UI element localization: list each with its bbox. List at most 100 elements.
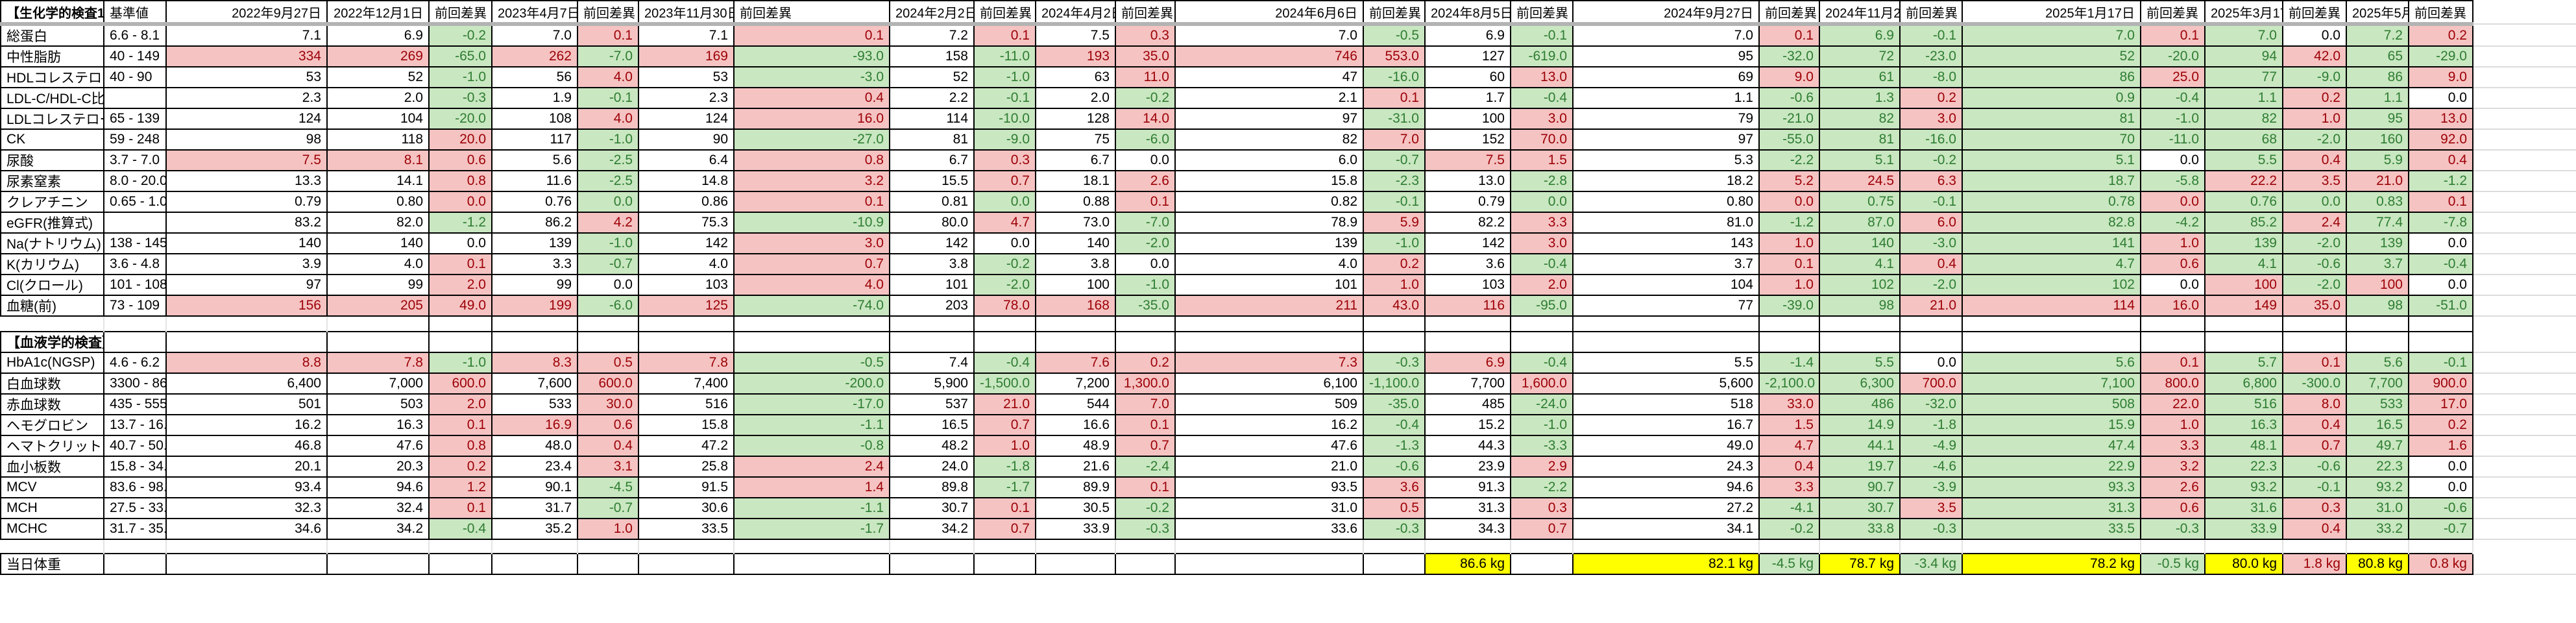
value-cell[interactable]: 7,700: [1424, 373, 1511, 395]
row-label[interactable]: MCV: [0, 476, 104, 498]
diff-cell[interactable]: 0.1: [973, 497, 1036, 519]
value-cell[interactable]: 7.5: [165, 149, 328, 171]
value-cell[interactable]: 1.7: [1424, 87, 1511, 109]
diff-cell[interactable]: 14.0: [1115, 108, 1176, 130]
empty-cell[interactable]: [1363, 315, 1426, 332]
ref-range[interactable]: 40.7 - 50.1: [103, 435, 167, 457]
diff-cell[interactable]: 0.3: [2282, 497, 2347, 519]
value-cell[interactable]: 103: [638, 274, 735, 296]
value-cell[interactable]: 100: [2346, 274, 2409, 296]
diff-cell[interactable]: 0.4: [2282, 149, 2347, 171]
diff-cell[interactable]: 1.6: [2408, 435, 2473, 457]
sheet-gutter[interactable]: [2473, 24, 2576, 47]
diff-cell[interactable]: 3.3: [1758, 476, 1820, 498]
diff-cell[interactable]: 35.0: [1115, 45, 1176, 67]
value-cell[interactable]: 33.9: [2204, 518, 2283, 540]
weight-diff-cell[interactable]: [889, 553, 975, 575]
value-cell[interactable]: 5.7: [2204, 352, 2283, 374]
diff-cell[interactable]: 900.0: [2408, 373, 2473, 395]
diff-cell[interactable]: 0.0: [2408, 232, 2473, 254]
empty-cell[interactable]: [638, 331, 735, 353]
diff-cell[interactable]: 20.0: [428, 128, 492, 151]
diff-cell[interactable]: -27.0: [733, 128, 890, 151]
weight-diff-cell[interactable]: -0.5 kg: [2140, 553, 2205, 575]
value-cell[interactable]: 93.3: [1962, 476, 2141, 498]
weight-cell[interactable]: 80.8 kg: [2346, 553, 2409, 575]
value-cell[interactable]: 118: [326, 128, 430, 151]
diff-cell[interactable]: 0.2: [428, 456, 492, 478]
empty-cell[interactable]: [2282, 331, 2347, 353]
value-cell[interactable]: 68: [2204, 128, 2283, 151]
value-cell[interactable]: 82: [1174, 128, 1364, 151]
diff-cell[interactable]: -1.0: [1115, 274, 1176, 296]
diff-cell[interactable]: 3.6: [1363, 476, 1426, 498]
diff-cell[interactable]: -0.7: [2408, 518, 2473, 540]
row-label[interactable]: CK: [0, 128, 104, 151]
value-cell[interactable]: 125: [638, 295, 735, 317]
value-cell[interactable]: 34.2: [326, 518, 430, 540]
diff-cell[interactable]: 21.0: [1899, 295, 1963, 317]
value-cell[interactable]: 95: [1572, 45, 1760, 67]
value-cell[interactable]: 49.0: [1572, 435, 1760, 457]
diff-cell[interactable]: -2.4: [1115, 456, 1176, 478]
value-cell[interactable]: 44.3: [1424, 435, 1511, 457]
diff-cell[interactable]: 0.0: [2408, 274, 2473, 296]
diff-cell[interactable]: 21.0: [973, 393, 1036, 415]
col-header-diff[interactable]: 前回差異: [973, 0, 1036, 26]
diff-cell[interactable]: 0.0: [973, 191, 1036, 213]
value-cell[interactable]: 77: [2204, 66, 2283, 88]
diff-cell[interactable]: -35.0: [1115, 295, 1176, 317]
value-cell[interactable]: 140: [1819, 232, 1901, 254]
row-label[interactable]: クレアチニン: [0, 191, 104, 213]
row-label[interactable]: 赤血球数: [0, 393, 104, 415]
empty-cell[interactable]: [2282, 315, 2347, 332]
diff-cell[interactable]: 1.0: [1758, 274, 1820, 296]
value-cell[interactable]: 7.0: [1174, 23, 1364, 47]
diff-cell[interactable]: -31.0: [1363, 108, 1426, 130]
value-cell[interactable]: 533: [2346, 393, 2409, 415]
diff-cell[interactable]: 6.0: [1899, 212, 1963, 234]
value-cell[interactable]: 544: [1035, 393, 1116, 415]
col-header-date-5[interactable]: 2024年4月2日: [1035, 0, 1116, 26]
value-cell[interactable]: 90.1: [491, 476, 578, 498]
value-cell[interactable]: 8.8: [165, 352, 328, 374]
diff-cell[interactable]: -1.0: [577, 232, 639, 254]
diff-cell[interactable]: 0.0: [1899, 352, 1963, 374]
diff-cell[interactable]: 0.0: [2140, 149, 2205, 171]
value-cell[interactable]: 95: [2346, 108, 2409, 130]
value-cell[interactable]: 24.0: [889, 456, 975, 478]
value-cell[interactable]: 16.2: [1174, 414, 1364, 436]
ref-range[interactable]: 40 - 90: [103, 66, 167, 88]
diff-cell[interactable]: -0.7: [577, 497, 639, 519]
empty-cell[interactable]: [327, 539, 430, 554]
value-cell[interactable]: 140: [326, 232, 430, 254]
diff-cell[interactable]: -0.2: [428, 23, 492, 47]
diff-cell[interactable]: 43.0: [1363, 295, 1426, 317]
value-cell[interactable]: 143: [1572, 232, 1760, 254]
value-cell[interactable]: 34.2: [889, 518, 975, 540]
value-cell[interactable]: 7,400: [638, 373, 735, 395]
sheet-gutter[interactable]: [2473, 46, 2576, 67]
diff-cell[interactable]: 0.2: [1363, 253, 1426, 275]
sheet-gutter[interactable]: [2473, 295, 2576, 317]
value-cell[interactable]: 32.3: [165, 497, 328, 519]
value-cell[interactable]: 65: [2346, 45, 2409, 67]
value-cell[interactable]: 30.7: [1819, 497, 1901, 519]
ref-range[interactable]: 73 - 109: [103, 295, 167, 317]
value-cell[interactable]: 7.0: [1572, 23, 1760, 47]
value-cell[interactable]: 5.5: [2204, 149, 2283, 171]
ref-range[interactable]: [103, 212, 167, 234]
diff-cell[interactable]: -1.1: [733, 414, 890, 436]
empty-cell[interactable]: [2204, 331, 2283, 353]
diff-cell[interactable]: -0.8: [733, 435, 890, 457]
empty-cell[interactable]: [2346, 539, 2409, 554]
diff-cell[interactable]: 0.3: [1510, 497, 1574, 519]
diff-cell[interactable]: -0.3: [1363, 352, 1426, 374]
weight-diff-cell[interactable]: [1363, 553, 1426, 575]
row-label[interactable]: 血小板数: [0, 456, 104, 478]
value-cell[interactable]: 7.5: [1035, 23, 1116, 47]
value-cell[interactable]: 91.3: [1424, 476, 1511, 498]
value-cell[interactable]: 7,200: [1035, 373, 1116, 395]
empty-cell[interactable]: [428, 315, 492, 332]
value-cell[interactable]: 75.3: [638, 212, 735, 234]
